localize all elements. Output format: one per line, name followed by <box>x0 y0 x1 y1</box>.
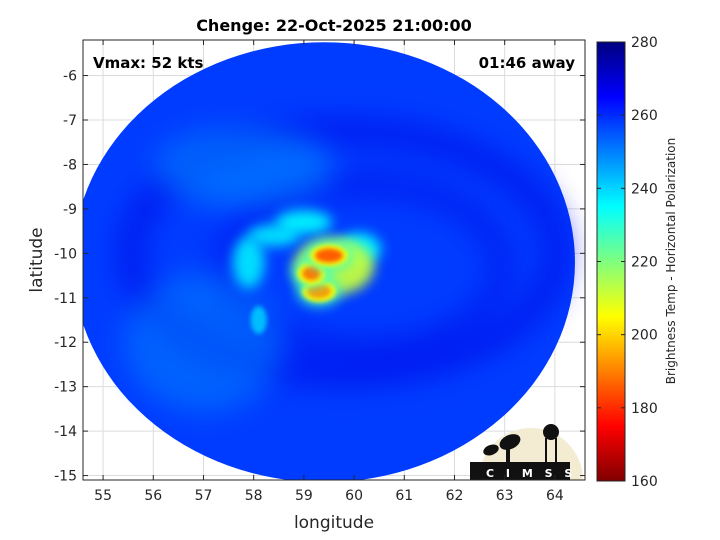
x-axis: 55 56 57 58 59 60 61 62 63 64 <box>94 40 564 504</box>
y-axis-label: latitude <box>27 227 47 292</box>
x-tick-label-0: 55 <box>94 488 112 504</box>
feature-band-west <box>232 236 265 289</box>
swath-warm-southwest <box>123 272 284 413</box>
axes-frame <box>82 39 586 481</box>
logo-water-tower-leg-right <box>555 438 557 463</box>
vmax-label: Vmax: 52 kts <box>93 54 203 72</box>
colorbar-tick-label-3: 220 <box>631 255 658 271</box>
logo-text: C I M S S <box>486 467 576 480</box>
colorbar-tick-label-5: 180 <box>631 401 658 417</box>
x-tick-label-9: 64 <box>546 488 564 504</box>
brightness-swath <box>83 42 575 480</box>
x-tick-label-8: 63 <box>496 488 514 504</box>
y-tick-label-3: -9 <box>63 202 77 218</box>
y-tick-label-5: -11 <box>54 291 77 307</box>
distance-label: 01:46 away <box>479 54 576 72</box>
y-tick-label-0: -6 <box>63 69 77 85</box>
feature-core-a <box>314 248 343 263</box>
colorbar-tick-label-6: 160 <box>631 474 658 490</box>
y-tick-label-8: -14 <box>54 424 77 440</box>
x-tick-label-3: 58 <box>245 488 263 504</box>
feature-band-southwest <box>250 306 267 334</box>
swath-band-outer <box>117 118 571 387</box>
colorbar-ticks: 280 260 240 220 200 180 160 <box>597 35 658 490</box>
swath-warm-northwest <box>153 127 334 208</box>
colorbar-tick-label-1: 260 <box>631 108 658 124</box>
x-tick-label-7: 62 <box>446 488 464 504</box>
x-axis-label: longitude <box>294 513 374 533</box>
colorbar-label: Brightness Temp - Horizontal Polarizatio… <box>664 138 678 385</box>
colorbar-tick-label-2: 240 <box>631 181 658 197</box>
logo-water-tower-tank <box>543 424 559 440</box>
y-axis: -6 -7 -8 -9 -10 -11 -12 -13 -14 -15 <box>54 69 585 485</box>
cimss-logo: C I M S S <box>470 424 583 480</box>
feature-core-b <box>302 266 321 281</box>
y-tick-label-2: -8 <box>63 157 77 173</box>
y-tick-label-7: -13 <box>54 380 77 396</box>
swath-band-inner <box>214 172 514 362</box>
x-tick-label-2: 57 <box>195 488 213 504</box>
colorbar-tick-label-4: 200 <box>631 328 658 344</box>
colorbar <box>596 41 626 482</box>
x-tick-label-1: 56 <box>144 488 162 504</box>
y-tick-label-6: -12 <box>54 335 77 351</box>
y-tick-label-9: -15 <box>54 469 77 485</box>
x-tick-label-4: 59 <box>295 488 313 504</box>
x-tick-label-5: 60 <box>345 488 363 504</box>
chart-title: Chenge: 22-Oct-2025 21:00:00 <box>196 16 472 35</box>
y-tick-label-4: -10 <box>54 246 77 262</box>
logo-ground <box>470 462 570 480</box>
colorbar-tick-label-0: 280 <box>631 35 658 51</box>
feature-band-north <box>275 210 332 235</box>
logo-dish <box>499 434 521 450</box>
logo-dish-small <box>483 444 499 456</box>
y-tick-label-1: -7 <box>63 113 77 129</box>
x-tick-label-6: 61 <box>395 488 413 504</box>
logo-dish-post <box>506 445 510 463</box>
logo-water-tower-leg-left <box>545 438 547 463</box>
